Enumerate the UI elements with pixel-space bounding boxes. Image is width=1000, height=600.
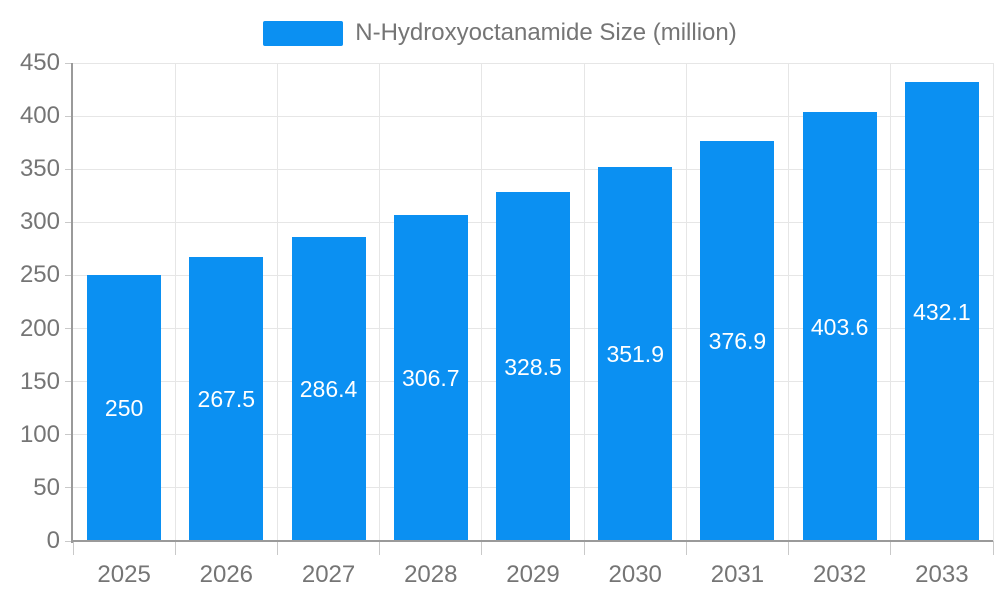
y-axis-label: 200 [19,314,60,342]
x-grid-line [583,63,585,541]
y-tick [65,115,73,117]
y-tick [65,62,73,64]
y-tick [65,434,73,436]
x-axis-label: 2032 [812,561,867,588]
bar-2028[interactable] [393,215,468,540]
y-axis-label: 50 [33,473,60,501]
bar-2027[interactable] [291,236,366,540]
bar-2033[interactable] [904,82,979,540]
x-axis-label: 2027 [301,561,356,588]
x-grid-line [481,63,483,541]
x-axis-label: 2030 [608,561,662,588]
y-axis-label: 100 [19,420,60,448]
legend-label: N-Hydroxyoctanamide Size (million) [355,19,737,46]
y-axis-label: 250 [19,261,60,289]
x-axis-label: 2028 [404,561,458,588]
y-axis-label: 450 [19,49,60,76]
x-axis-label: 2025 [97,561,151,588]
y-tick [65,540,73,542]
x-tick [276,541,278,555]
x-tick [788,541,790,555]
x-tick [992,541,994,555]
x-grid-line [379,63,381,541]
x-grid-line [890,63,892,541]
y-tick [65,168,73,170]
x-tick [890,541,892,555]
x-axis-label: 2026 [199,561,254,588]
y-axis-label: 0 [46,527,60,554]
y-grid-line [73,115,993,117]
bar-2031[interactable] [700,140,775,540]
x-axis-label: 2033 [915,561,969,588]
x-grid-line [685,63,687,541]
x-tick [481,541,483,555]
y-tick [65,487,73,489]
y-tick [65,381,73,383]
y-axis-label: 150 [19,367,60,395]
legend-item[interactable]: N-Hydroxyoctanamide Size (million) [0,18,1000,48]
bar-2025[interactable] [87,275,162,540]
legend-swatch [263,20,344,46]
x-tick [379,541,381,555]
y-axis-line [71,63,73,543]
bar-2030[interactable] [598,167,673,540]
y-axis-label: 300 [19,208,60,236]
x-grid-line [992,63,994,541]
y-axis-label: 350 [19,155,60,183]
bar-2026[interactable] [189,256,264,540]
y-grid-line [73,168,993,170]
x-grid-line [174,63,176,541]
x-tick [583,541,585,555]
y-tick [65,274,73,276]
x-tick [685,541,687,555]
y-tick [65,221,73,223]
x-tick [174,541,176,555]
x-grid-line [276,63,278,541]
x-axis-label: 2029 [506,561,560,588]
x-tick [72,541,74,555]
y-grid-line [73,62,993,64]
y-tick [65,328,73,330]
x-axis-line [71,540,993,542]
x-grid-line [788,63,790,541]
bar-2032[interactable] [802,112,877,540]
bar-2029[interactable] [496,192,570,540]
y-axis-label: 400 [19,102,60,130]
x-axis-label: 2031 [710,561,765,588]
